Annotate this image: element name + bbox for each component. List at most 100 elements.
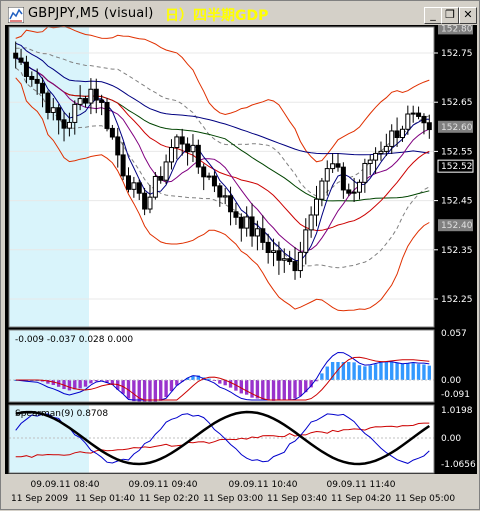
candle-body (426, 122, 432, 131)
candle-body (244, 216, 250, 229)
macd-bar (223, 380, 227, 386)
spearman-scale-label: 1.0198 (441, 406, 473, 416)
spearman-scale-label: -1.0656 (441, 460, 476, 470)
macd-bar (46, 380, 50, 384)
macd-bar (180, 380, 184, 382)
candlesticks (13, 41, 432, 280)
chart-area[interactable]: 152.75 152.65 152.55 152.45 152.35 152.25 152.… (5, 22, 477, 507)
macd-bar (277, 380, 281, 401)
price-marker-label: 152.40 (441, 221, 473, 231)
macd-bar (298, 380, 303, 397)
macd-bar (218, 380, 222, 384)
macd-bar (148, 380, 152, 402)
macd-scale: 0.057 0.00 -0.091 (441, 329, 470, 400)
candle-body (340, 166, 346, 191)
time-axis-bottom: 11 Sep 2009 11 Sep 01:40 11 Sep 02:20 11 Se… (11, 494, 455, 504)
macd-bar (261, 380, 265, 400)
candle-body (99, 99, 105, 103)
candle-body (308, 214, 314, 231)
candle-body (297, 251, 303, 272)
price-label: 152.65 (441, 98, 473, 108)
candle-body (34, 78, 40, 84)
time-top-label: 09.09.11 10:40 (229, 480, 298, 490)
candle-body (399, 128, 405, 138)
ma-red (15, 57, 430, 232)
macd-bar (126, 380, 131, 399)
candle-body (389, 130, 395, 147)
candle-body (319, 180, 325, 200)
macd-bar (105, 380, 109, 383)
envelope-upper (15, 47, 430, 197)
candle-body (405, 113, 411, 130)
macd-bar (250, 380, 254, 398)
price-label: 152.55 (441, 147, 473, 157)
candle-body (83, 98, 89, 104)
candle-body (228, 195, 234, 213)
main-plot-frame (8, 26, 435, 328)
candle-body (40, 82, 46, 94)
spearman-lines (9, 410, 434, 466)
candle-body (222, 195, 228, 198)
candle-body (109, 127, 115, 138)
bollinger-lower (15, 77, 430, 312)
macd-bar (320, 373, 324, 380)
macd-bar (287, 380, 292, 400)
macd-bar (368, 365, 372, 380)
chart-canvas[interactable]: 152.75 152.65 152.55 152.45 152.35 152.25 152.… (5, 22, 477, 507)
macd-bar (304, 380, 308, 393)
current-price-label: 152.52 (441, 162, 473, 172)
macd-bar (411, 363, 415, 380)
macd-bar (282, 380, 286, 401)
macd-bar (325, 366, 329, 380)
macd-bar (164, 380, 168, 398)
candle-body (13, 52, 19, 59)
candle-body (367, 159, 373, 164)
candle-body (136, 182, 142, 194)
macd-bar (78, 380, 82, 389)
candle-body (201, 166, 207, 178)
macd-bar (196, 375, 201, 380)
candle-body (125, 175, 131, 190)
restore-button[interactable]: ❐ (441, 7, 459, 24)
candle-body (378, 150, 384, 154)
candle-body (416, 112, 422, 117)
macd-bar (314, 380, 319, 382)
bollinger-upper (15, 25, 430, 163)
title-bar[interactable]: GBPJPY,M5 (visual) 日）四半期GDP _ ❐ ✕ (3, 3, 477, 25)
macd-bar (341, 362, 346, 380)
minimize-button[interactable]: _ (424, 7, 442, 24)
macd-bar (153, 380, 158, 402)
time-bottom-label: 11 Sep 04:20 (331, 494, 391, 504)
macd-lines (9, 351, 434, 401)
macd-bar (266, 380, 270, 400)
candle-body (351, 191, 357, 194)
candle-body (330, 163, 336, 170)
spearman-header: Spearman(9) 0.8708 (15, 409, 108, 419)
macd-scale-label: -0.091 (441, 390, 470, 400)
macd-bar (67, 380, 72, 391)
macd-signal-line (15, 356, 430, 401)
candle-body (56, 107, 62, 121)
candle-body (77, 98, 83, 105)
price-marker-label: 152.60 (441, 123, 473, 133)
candle-body (314, 198, 320, 216)
macd-bar (309, 380, 313, 388)
candle-body (195, 144, 201, 168)
main-grid (9, 52, 434, 300)
price-scale: 152.75 152.65 152.55 152.45 152.35 152.25 152.… (434, 22, 474, 305)
candle-body (233, 211, 239, 218)
price-marker-box (438, 120, 473, 133)
price-marker-label: 152.80 (441, 25, 473, 34)
candle-body (346, 189, 352, 194)
close-button[interactable]: ✕ (459, 7, 477, 24)
time-axis-top: 09.09.11 08:40 09.09.11 09:40 09.09.11 10:… (31, 480, 396, 490)
candle-body (271, 250, 277, 254)
candle-body (324, 168, 330, 182)
price-marker-box (438, 219, 473, 232)
macd-bar (255, 380, 260, 399)
macd-bar (336, 362, 340, 380)
macd-bar (400, 363, 405, 380)
overlay-label: 日）四半期GDP (165, 8, 269, 24)
macd-scale-label: 0.057 (441, 329, 467, 339)
